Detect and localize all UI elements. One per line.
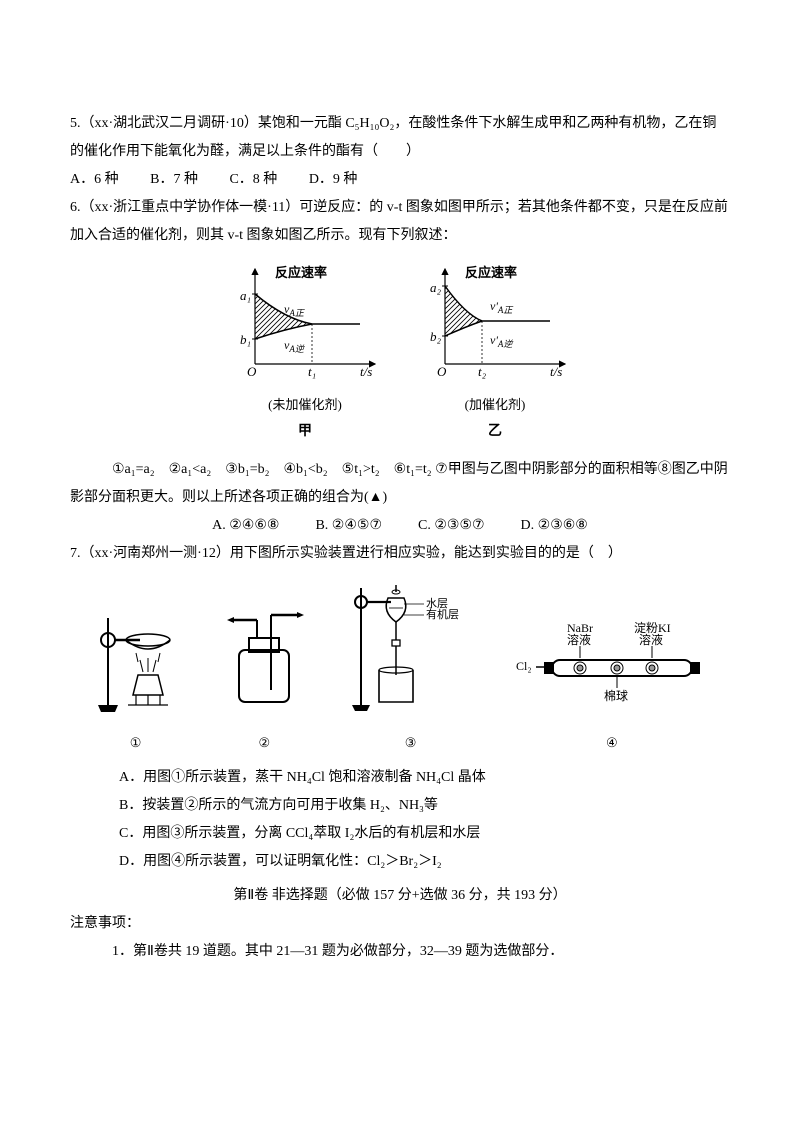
apparatus-1: ① — [88, 600, 183, 756]
q5-opt-c: C．8 种 — [229, 172, 277, 187]
q6-right-caption1: (加催化剂) — [420, 392, 570, 418]
q7-opt-b: B．按装置②所示的气流方向可用于收集 H₂、NH₃等 — [119, 792, 730, 820]
notice-item1: 1．第Ⅱ卷共 19 道题。其中 21—31 题为必做部分，32—39 题为选做部… — [70, 938, 730, 966]
q5-opt-d: D．9 种 — [309, 172, 358, 187]
q6-opt-a: A. ②④⑥⑧ — [212, 512, 279, 540]
apparatus-4: NaBr 溶液 淀粉KI 溶液 Cl₂ 棉球 ④ — [512, 620, 712, 756]
svg-text:a₂: a₂ — [430, 280, 442, 295]
svg-text:反应速率: 反应速率 — [465, 265, 517, 280]
q5-options: A．6 种 B．7 种 C．8 种 D．9 种 — [70, 166, 730, 194]
q6-left-caption2: 甲 — [230, 418, 380, 446]
svg-text:t/s: t/s — [550, 364, 562, 379]
q5-opt-a: A．6 种 — [70, 172, 119, 187]
svg-text:O: O — [247, 364, 257, 379]
svg-text:溶液: 溶液 — [567, 632, 591, 647]
svg-text:a₁: a₁ — [240, 288, 251, 303]
part2-title: 第Ⅱ卷 非选择题（必做 157 分+选做 36 分，共 193 分） — [70, 882, 730, 910]
q6-opt-c: C. ②③⑤⑦ — [418, 512, 485, 540]
q6-text: 6.（xx·浙江重点中学协作体一模·11）可逆反应：的 v-t 图象如图甲所示；… — [70, 194, 730, 250]
q7-opt-d: D．用图④所示装置，可以证明氧化性：Cl₂＞Br₂＞I₂ — [119, 848, 730, 876]
svg-text:O: O — [437, 364, 447, 379]
svg-text:vA正: vA正 — [284, 302, 305, 318]
svg-text:t/s: t/s — [360, 364, 372, 379]
app2-label: ② — [219, 730, 309, 756]
q6-diagrams: 反应速率 a₁ b₁ vA正 vA逆 O t₁ t/s (未加催化剂) 甲 反应… — [70, 264, 730, 446]
q6-options: A. ②④⑥⑧ B. ②④⑤⑦ C. ②③⑤⑦ D. ②③⑥⑧ — [70, 512, 730, 540]
q6-diagram-right: 反应速率 a₂ b₂ v'A正 v'A逆 O t₂ t/s (加催化剂) 乙 — [420, 264, 570, 446]
svg-text:t₂: t₂ — [478, 364, 487, 379]
svg-text:溶液: 溶液 — [639, 632, 663, 647]
q5-opt-b: B．7 种 — [150, 172, 198, 187]
q6-diagram-left: 反应速率 a₁ b₁ vA正 vA逆 O t₁ t/s (未加催化剂) 甲 — [230, 264, 380, 446]
app1-label: ① — [88, 730, 183, 756]
app4-label: ④ — [512, 730, 712, 756]
apparatus-3: 水层 有机层 ③ — [346, 580, 476, 756]
svg-text:vA逆: vA逆 — [284, 338, 306, 354]
q6-statements: ①a₁=a₂ ②a₁<a₂ ③b₁=b₂ ④b₁<b₂ ⑤t₁>t₂ ⑥t₁=t… — [70, 456, 730, 512]
svg-text:b₂: b₂ — [430, 329, 442, 344]
vt-ylabel: 反应速率 — [275, 265, 327, 280]
q6-opt-d: D. ②③⑥⑧ — [521, 512, 588, 540]
q6-left-caption1: (未加催化剂) — [230, 392, 380, 418]
svg-text:v'A逆: v'A逆 — [490, 333, 514, 349]
q7-text: 7.（xx·河南郑州一测·12）用下图所示实验装置进行相应实验，能达到实验目的的… — [70, 540, 730, 568]
apparatus-2: ② — [219, 610, 309, 756]
cl2-label: Cl₂ — [516, 659, 532, 673]
svg-text:b₁: b₁ — [240, 332, 251, 347]
q7-opt-c: C．用图③所示装置，分离 CCl₄萃取 I₂水后的有机层和水层 — [119, 820, 730, 848]
q7-opt-a: A．用图①所示装置，蒸干 NH₄Cl 饱和溶液制备 NH₄Cl 晶体 — [119, 764, 730, 792]
q7-apparatus: ① ② — [70, 580, 730, 756]
cotton-label: 棉球 — [604, 689, 628, 703]
notice-heading: 注意事项： — [70, 910, 730, 938]
svg-text:t₁: t₁ — [308, 364, 316, 379]
organic-layer-label: 有机层 — [426, 607, 459, 621]
q6-right-caption2: 乙 — [420, 418, 570, 446]
app3-label: ③ — [346, 730, 476, 756]
svg-text:v'A正: v'A正 — [490, 299, 513, 315]
q6-opt-b: B. ②④⑤⑦ — [315, 512, 382, 540]
q6-mathline: ①a₁=a₂ ②a₁<a₂ ③b₁=b₂ ④b₁<b₂ ⑤t₁>t₂ ⑥t₁=t… — [112, 462, 432, 477]
q5-text: 5.（xx·湖北武汉二月调研·10）某饱和一元酯 C₅H₁₀O₂，在酸性条件下水… — [70, 110, 730, 166]
